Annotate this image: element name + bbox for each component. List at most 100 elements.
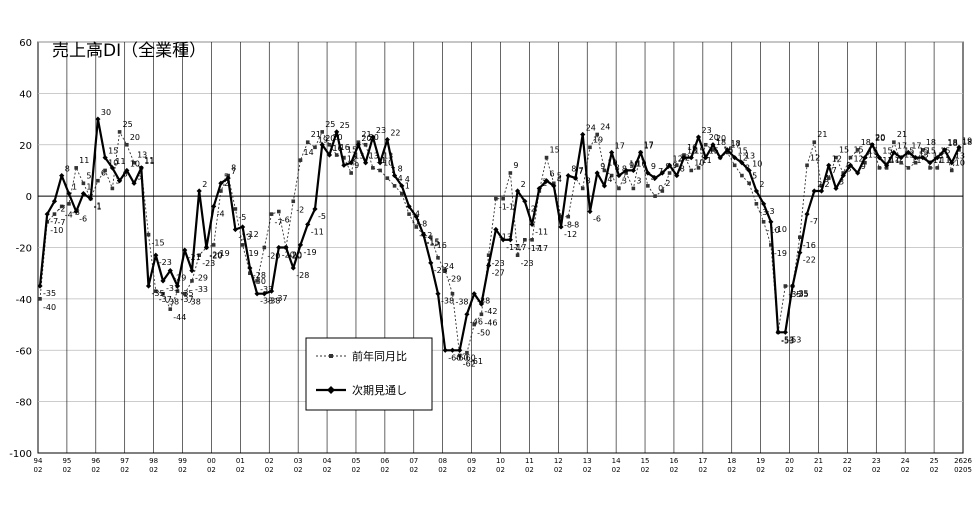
data-point-outlook — [826, 162, 832, 168]
data-point-yoy — [428, 235, 433, 240]
data-label-yoy: -1 — [499, 203, 507, 212]
data-point-outlook — [941, 147, 948, 153]
data-point-outlook — [811, 188, 817, 194]
data-label-outlook: 10 — [636, 159, 646, 168]
x-tick-month: 02 — [265, 466, 274, 474]
data-point-yoy — [855, 148, 860, 152]
data-point-outlook — [522, 198, 528, 204]
x-tick-month: 02 — [669, 466, 678, 474]
data-point-outlook — [630, 167, 636, 174]
x-tick-month: 02 — [612, 466, 621, 474]
data-point-outlook — [876, 154, 883, 161]
data-point-outlook — [124, 167, 130, 174]
data-label-outlook: -19 — [304, 248, 317, 257]
data-point-outlook — [486, 262, 492, 269]
data-point-outlook — [413, 214, 419, 220]
data-label-outlook: -20 — [209, 251, 222, 260]
data-point-yoy — [161, 291, 165, 296]
data-point-yoy — [530, 237, 534, 242]
x-tick-year: 20 — [785, 457, 794, 465]
x-tick-year: 14 — [612, 457, 621, 465]
data-point-outlook — [102, 154, 108, 161]
data-label-yoy: -23 — [202, 259, 215, 268]
data-label-outlook: -7 — [810, 217, 818, 226]
data-label-outlook: -27 — [492, 268, 505, 277]
data-point-outlook — [435, 291, 441, 297]
data-point-yoy — [371, 166, 375, 170]
data-point-yoy — [617, 186, 621, 191]
data-point-outlook — [391, 172, 398, 179]
x-tick-year: 03 — [294, 457, 303, 465]
data-label-yoy: 18 — [926, 138, 936, 147]
y-tick-label: 60 — [19, 38, 32, 49]
data-point-yoy — [52, 212, 57, 216]
data-point-outlook — [37, 283, 43, 289]
data-point-yoy — [580, 186, 585, 191]
data-label-yoy: 11 — [144, 156, 154, 165]
data-point-yoy — [523, 237, 527, 242]
data-label-outlook: 20 — [875, 134, 885, 143]
data-point-outlook — [717, 154, 723, 161]
data-point-yoy — [906, 166, 911, 170]
data-label-yoy: -44 — [173, 313, 186, 322]
data-label-outlook: 13 — [369, 152, 379, 161]
data-label-yoy: 25 — [325, 120, 335, 129]
x-tick-year: 18 — [727, 457, 736, 465]
data-point-yoy — [892, 140, 896, 144]
data-label-yoy: 24 — [600, 122, 610, 131]
data-label-yoy: -15 — [152, 239, 165, 248]
data-label-outlook: 24 — [586, 123, 596, 132]
data-point-outlook — [247, 265, 253, 271]
data-point-outlook — [399, 183, 405, 189]
data-point-yoy — [400, 191, 404, 196]
data-label-outlook: -11 — [535, 227, 548, 236]
data-label-outlook: 15 — [919, 147, 929, 156]
data-point-yoy — [949, 168, 954, 173]
data-label-yoy: -30 — [253, 277, 266, 286]
data-label-yoy: -38 — [166, 298, 179, 307]
data-point-outlook — [818, 188, 825, 194]
x-tick-year: 98 — [149, 457, 158, 465]
x-tick-year: 15 — [641, 457, 650, 465]
x-tick-year: 04 — [323, 457, 332, 465]
data-point-outlook — [196, 188, 202, 194]
y-tick-label: 40 — [19, 89, 32, 100]
data-point-outlook — [688, 154, 694, 161]
data-point-yoy — [740, 173, 744, 178]
data-label-yoy: -33 — [260, 285, 273, 294]
data-point-outlook — [840, 172, 846, 179]
data-point-yoy — [103, 168, 107, 173]
y-tick-label: -40 — [16, 295, 32, 306]
data-point-outlook — [225, 175, 231, 181]
data-point-outlook — [305, 221, 311, 227]
data-label-outlook: 2 — [759, 180, 764, 189]
x-tick-month: 02 — [843, 466, 852, 474]
data-point-yoy — [566, 214, 571, 219]
x-tick-month: 02 — [814, 466, 823, 474]
data-label-yoy: 3 — [622, 176, 627, 185]
data-label-yoy: 10 — [108, 158, 118, 167]
data-point-outlook — [652, 175, 658, 181]
data-point-outlook — [384, 137, 390, 143]
data-label-outlook: 30 — [101, 108, 111, 117]
data-label-outlook: -2 — [528, 204, 536, 213]
x-tick-month: 02 — [554, 466, 563, 474]
data-label-yoy: 17 — [730, 140, 740, 149]
data-label-yoy: 11 — [890, 156, 900, 165]
data-point-outlook — [153, 252, 159, 258]
data-label-outlook: 2 — [202, 180, 207, 189]
data-label-yoy: -37 — [180, 295, 193, 304]
data-point-outlook — [587, 208, 593, 215]
data-label-outlook: 17 — [897, 141, 907, 150]
legend-box — [305, 337, 433, 411]
x-tick-month: 02 — [872, 466, 881, 474]
data-point-outlook — [174, 283, 181, 289]
data-label-yoy: 16 — [687, 143, 697, 152]
data-label-outlook: 6 — [550, 170, 555, 179]
x-tick-month: 02 — [34, 466, 43, 474]
data-label-yoy: -33 — [195, 285, 208, 294]
data-point-yoy — [110, 186, 115, 191]
data-label-outlook: 13 — [745, 152, 755, 161]
data-point-outlook — [355, 142, 361, 148]
x-tick-year: 23 — [872, 457, 881, 465]
